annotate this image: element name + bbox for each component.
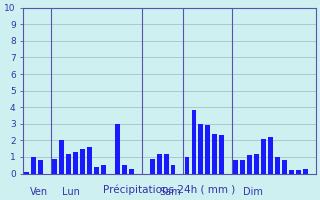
Bar bbox=[220, 135, 224, 174]
Text: Sam: Sam bbox=[159, 187, 181, 197]
Bar bbox=[66, 154, 71, 174]
Bar bbox=[296, 170, 301, 174]
Bar bbox=[129, 169, 134, 174]
Bar bbox=[303, 169, 308, 174]
Bar bbox=[31, 157, 36, 174]
Bar bbox=[185, 157, 189, 174]
Bar bbox=[171, 165, 175, 174]
Bar bbox=[115, 124, 120, 174]
Bar bbox=[282, 160, 287, 174]
Bar bbox=[198, 124, 203, 174]
Bar bbox=[80, 149, 85, 174]
Text: Dim: Dim bbox=[243, 187, 263, 197]
Bar bbox=[101, 165, 106, 174]
Bar bbox=[94, 167, 99, 174]
Text: Lun: Lun bbox=[62, 187, 79, 197]
Bar bbox=[247, 155, 252, 174]
Bar bbox=[268, 137, 273, 174]
Bar bbox=[261, 139, 266, 174]
Bar bbox=[38, 160, 43, 174]
Bar bbox=[233, 160, 238, 174]
Bar bbox=[157, 154, 162, 174]
Bar bbox=[254, 154, 259, 174]
Bar bbox=[52, 159, 57, 174]
Bar bbox=[240, 160, 245, 174]
Bar bbox=[205, 125, 210, 174]
Bar bbox=[24, 172, 29, 174]
Bar bbox=[164, 154, 169, 174]
Text: Ven: Ven bbox=[30, 187, 48, 197]
Bar bbox=[87, 147, 92, 174]
Bar bbox=[275, 157, 280, 174]
Bar bbox=[73, 152, 78, 174]
Bar bbox=[59, 140, 64, 174]
Bar bbox=[150, 159, 155, 174]
Bar bbox=[122, 165, 127, 174]
X-axis label: Précipitations 24h ( mm ): Précipitations 24h ( mm ) bbox=[103, 185, 236, 195]
Bar bbox=[191, 110, 196, 174]
Bar bbox=[289, 170, 294, 174]
Bar bbox=[212, 134, 217, 174]
